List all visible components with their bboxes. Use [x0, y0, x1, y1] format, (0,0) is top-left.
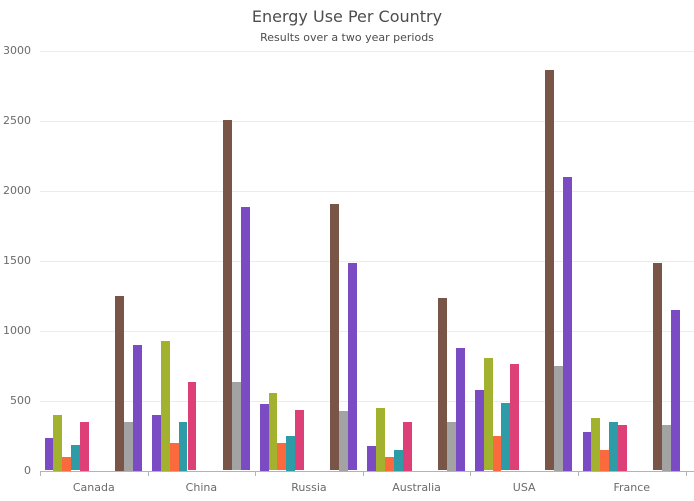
bar-violet-russia[interactable] [348, 263, 358, 471]
bar-violet-usa[interactable] [563, 176, 573, 471]
x-axis-label-usa: USA [512, 481, 536, 494]
bar-gray-china[interactable] [231, 382, 241, 471]
bar-brown-canada[interactable] [115, 295, 124, 471]
x-axis-line [40, 470, 694, 472]
bar-pink-russia[interactable] [295, 410, 304, 471]
bar-teal-australia[interactable] [393, 449, 403, 471]
bar-olive-russia[interactable] [268, 392, 278, 471]
bar-purple-france[interactable] [582, 432, 592, 471]
tick-mark [470, 470, 472, 476]
bar-violet-canada[interactable] [133, 344, 142, 471]
bar-purple-usa[interactable] [474, 390, 484, 471]
bar-purple-canada[interactable] [44, 438, 54, 471]
bar-violet-china[interactable] [240, 207, 250, 471]
bar-pink-canada[interactable] [79, 421, 89, 471]
x-axis-label-china: China [185, 481, 218, 494]
bar-violet-australia[interactable] [455, 348, 465, 471]
y-axis-label: 3000 [3, 43, 31, 57]
bar-olive-usa[interactable] [483, 357, 493, 471]
bar-violet-france[interactable] [671, 309, 680, 471]
bar-orange-australia[interactable] [385, 456, 394, 471]
bar-olive-france[interactable] [591, 418, 601, 471]
bar-pink-australia[interactable] [402, 421, 412, 471]
y-axis-label: 0 [24, 463, 31, 477]
bar-teal-canada[interactable] [71, 445, 80, 471]
bar-teal-russia[interactable] [286, 435, 296, 471]
tick-mark [255, 470, 257, 476]
gridline [40, 50, 694, 52]
gridline [40, 330, 694, 332]
bar-teal-usa[interactable] [501, 403, 511, 471]
bar-gray-russia[interactable] [339, 411, 349, 471]
bar-brown-australia[interactable] [437, 297, 447, 471]
bar-gray-canada[interactable] [124, 421, 133, 471]
bar-brown-usa[interactable] [545, 70, 555, 471]
x-axis-label-canada: Canada [72, 481, 115, 494]
bar-purple-australia[interactable] [367, 446, 377, 471]
bar-orange-china[interactable] [169, 442, 179, 471]
bar-orange-usa[interactable] [492, 435, 502, 471]
bar-olive-china[interactable] [160, 341, 170, 471]
bar-gray-france[interactable] [662, 425, 671, 471]
bar-brown-france[interactable] [653, 262, 662, 471]
x-axis-label-france: France [613, 481, 651, 494]
bar-purple-china[interactable] [152, 414, 161, 471]
tick-mark [362, 470, 364, 476]
bar-brown-china[interactable] [222, 119, 232, 471]
y-axis-label: 1500 [3, 253, 31, 267]
chart-subtitle: Results over a two year periods [260, 31, 434, 44]
bar-teal-china[interactable] [178, 421, 188, 471]
bar-pink-france[interactable] [617, 425, 627, 471]
bar-orange-france[interactable] [600, 449, 610, 471]
gridline [40, 190, 694, 192]
bar-olive-canada[interactable] [53, 414, 63, 471]
y-axis-label: 1000 [3, 323, 31, 337]
bar-orange-canada[interactable] [62, 456, 72, 471]
bar-orange-russia[interactable] [277, 443, 287, 471]
bar-pink-china[interactable] [187, 382, 197, 471]
bar-teal-france[interactable] [609, 421, 618, 471]
bar-olive-australia[interactable] [376, 407, 385, 471]
gridline [40, 400, 694, 402]
bar-gray-australia[interactable] [446, 421, 456, 471]
tick-mark [578, 470, 579, 476]
x-axis-label-russia: Russia [291, 481, 327, 494]
tick-mark [40, 470, 41, 476]
y-axis-label: 2500 [3, 113, 31, 127]
y-axis-label: 500 [10, 393, 31, 407]
bar-brown-russia[interactable] [330, 203, 340, 471]
bar-pink-usa[interactable] [510, 364, 520, 471]
bar-gray-usa[interactable] [554, 365, 564, 471]
x-axis-label-australia: Australia [392, 481, 441, 494]
chart-title: Energy Use Per Country [251, 7, 443, 26]
tick-mark [685, 470, 687, 476]
y-axis-label: 2000 [3, 183, 31, 197]
gridline [40, 260, 694, 262]
tick-mark [147, 470, 149, 476]
bar-purple-russia[interactable] [259, 404, 269, 471]
gridline [40, 120, 694, 122]
